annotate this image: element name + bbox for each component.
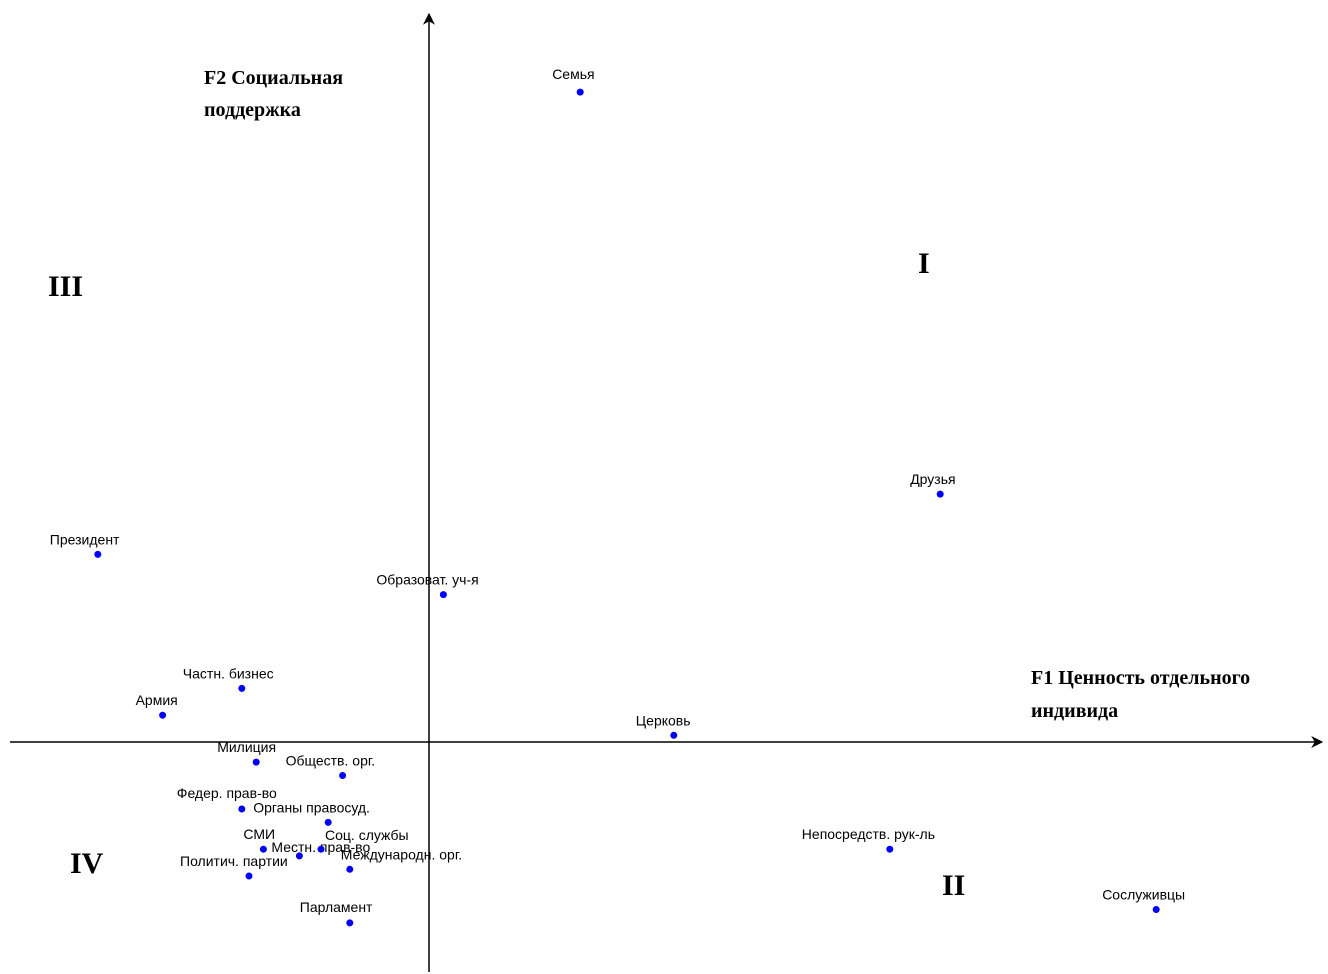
point-marker xyxy=(936,490,944,498)
point-marker xyxy=(245,872,253,880)
point-label: Церковь xyxy=(636,712,691,728)
data-point: Федер. прав-во xyxy=(177,785,277,813)
point-label: Образоват. уч-я xyxy=(376,572,478,588)
point-marker xyxy=(317,845,325,853)
point-marker xyxy=(252,758,260,766)
point-marker xyxy=(259,845,267,853)
data-point: Непосредств. рук-ль xyxy=(802,826,935,853)
data-point: Церковь xyxy=(636,712,691,739)
point-marker xyxy=(339,772,347,779)
data-points: Семья Друзья Президент Образоват. уч-я Частн… xyxy=(50,66,1185,927)
point-marker xyxy=(886,845,894,853)
point-marker xyxy=(346,919,354,927)
point-marker xyxy=(295,852,303,860)
data-point: Президент xyxy=(50,531,120,558)
point-marker xyxy=(576,88,584,96)
point-marker xyxy=(1152,906,1160,913)
point-label: Семья xyxy=(552,66,594,82)
y-axis-title-line-1: F2 Социальная xyxy=(204,67,343,89)
data-point: Парламент xyxy=(300,899,373,927)
x-axis-title-line-2: индивида xyxy=(1031,700,1118,722)
point-label: Политич. партии xyxy=(180,853,288,869)
data-point: Органы правосуд. xyxy=(253,799,370,826)
quadrant-label-4: IV xyxy=(70,847,104,880)
data-point: Политич. партии xyxy=(180,853,288,880)
data-point: Семья xyxy=(552,66,595,96)
data-point: Образоват. уч-я xyxy=(376,572,479,599)
data-point: Сослуживцы xyxy=(1102,887,1185,913)
point-marker xyxy=(238,805,246,813)
data-point: СМИ xyxy=(243,826,275,853)
point-marker xyxy=(238,684,246,692)
data-point: Друзья xyxy=(910,471,956,498)
point-label: Друзья xyxy=(910,471,955,487)
point-label: Сослуживцы xyxy=(1102,887,1185,903)
point-label: Армия xyxy=(136,692,178,708)
point-label: СМИ xyxy=(243,826,275,842)
point-marker xyxy=(94,550,102,558)
point-label: Милиция xyxy=(217,739,276,755)
data-point: Обществ. орг. xyxy=(286,753,376,779)
point-label: Непосредств. рук-ль xyxy=(802,826,935,842)
point-marker xyxy=(670,731,678,739)
point-marker xyxy=(159,711,167,719)
data-point: Милиция xyxy=(217,739,276,766)
point-label: Обществ. орг. xyxy=(286,753,376,769)
point-label: Частн. бизнес xyxy=(183,665,274,681)
point-label: Органы правосуд. xyxy=(253,799,370,815)
point-label: Президент xyxy=(50,531,120,547)
point-label: Парламент xyxy=(300,899,373,915)
quadrant-label-3: III xyxy=(48,270,83,303)
point-marker xyxy=(439,591,447,599)
data-point: Армия xyxy=(136,692,178,719)
x-axis-title-line-1: F1 Ценность отдельного xyxy=(1031,667,1250,689)
point-label: Международн. орг. xyxy=(341,846,462,862)
quadrant-label-2: II xyxy=(942,869,965,902)
quadrant-label-1: I xyxy=(918,247,930,280)
point-label: Федер. прав-во xyxy=(177,785,277,801)
point-marker xyxy=(346,865,354,873)
data-point: Частн. бизнес xyxy=(183,665,274,692)
data-point: Соц. службы xyxy=(317,827,409,853)
data-point: Международн. орг. xyxy=(341,846,462,873)
y-axis-title-line-2: поддержка xyxy=(204,99,301,121)
point-label: Соц. службы xyxy=(325,827,409,843)
point-marker xyxy=(324,818,332,826)
